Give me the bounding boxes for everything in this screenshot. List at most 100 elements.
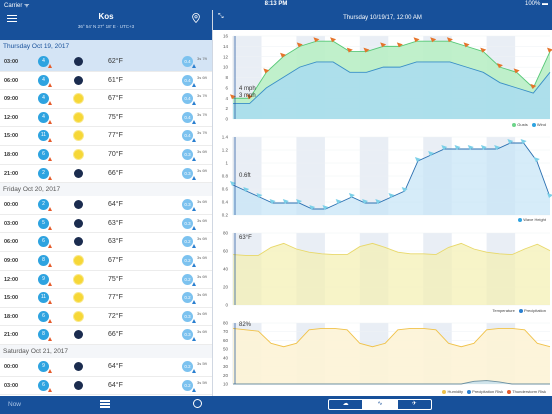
wind-speed-value: 6 <box>42 312 45 319</box>
sun-icon <box>74 255 83 265</box>
forecast-row[interactable]: 06:00 4 61°F 0.4 3s 6ft <box>0 71 212 91</box>
y-tick-label: 6 <box>225 85 228 90</box>
forecast-row[interactable]: 03:00 5 63°F 0.3 3s 6ft <box>0 214 212 234</box>
seg-compass-button[interactable]: ✈ <box>411 401 417 407</box>
direction-arrow <box>230 94 236 100</box>
y-tick-label: 0.8 <box>222 174 229 179</box>
wave-height-icon: 0.3 <box>182 148 196 161</box>
temperature-chart-svg: 80 60 40 20 0 63°F <box>223 231 551 308</box>
forecast-row[interactable]: 12:00 4 75°F 0.4 3s 7ft <box>0 108 212 128</box>
location-pin-icon[interactable] <box>192 13 200 23</box>
wave-period: 3s 5ft <box>197 379 207 385</box>
direction-arrow <box>296 42 303 48</box>
row-time: 12:00 <box>4 114 19 121</box>
forecast-row[interactable]: 06:00 6 63°F 0.2 3s 6ft <box>0 233 212 252</box>
wind-speed-value: 2 <box>42 201 45 208</box>
wave-height-value: 0.4 <box>184 133 191 139</box>
row-time: 06:00 <box>4 77 19 84</box>
wave-direction-icon <box>192 318 196 323</box>
series-line <box>232 327 551 348</box>
row-temperature: 77°F <box>108 132 123 140</box>
wave-direction-icon <box>192 119 196 124</box>
wave-height-icon: 0.4 <box>182 74 196 87</box>
battery-label: 100% ▬ <box>524 1 548 7</box>
row-temperature: 67°F <box>108 256 123 264</box>
direction-arrow <box>446 37 453 43</box>
wave-period: 3s 6ft <box>197 273 207 279</box>
direction-arrow <box>547 47 552 53</box>
wave-period: 3s 5ft <box>197 360 207 366</box>
forecast-row[interactable]: 00:00 2 64°F 0.3 3s 6ft <box>0 196 212 215</box>
series-line <box>233 380 550 385</box>
wave-height-icon: 0.4 <box>182 56 196 68</box>
series-line <box>233 40 551 99</box>
seg-weather-button[interactable]: ☁ <box>329 400 364 409</box>
wind-speed-value: 4 <box>42 58 45 64</box>
list-view-icon[interactable] <box>100 400 110 408</box>
wave-period: 3s 6ft <box>197 329 207 335</box>
wave-direction-icon <box>192 281 196 286</box>
forecast-row[interactable]: 15:00 11 77°F 0.4 3s 7ft <box>0 127 212 146</box>
sun-icon <box>74 311 83 321</box>
wind-speed-icon: 4 <box>38 56 52 68</box>
y-tick-label: 0 <box>225 303 228 308</box>
forecast-row[interactable]: 09:00 4 67°F 0.4 3s 7ft <box>0 90 212 109</box>
expand-icon[interactable]: ⤡ <box>218 13 224 20</box>
y-tick-label: 2 <box>225 106 228 111</box>
wave-direction-icon <box>192 262 196 267</box>
wave-height-value: 0.2 <box>184 295 191 301</box>
y-tick-label: 20 <box>223 373 229 378</box>
temperature-chart: 80 60 40 20 0 63°F Temperature Precipitation <box>213 227 552 317</box>
forecast-row[interactable]: 00:00 9 64°F 0.2 3s 5ft <box>0 357 212 377</box>
direction-arrow <box>230 181 236 186</box>
wave-height-value: 0.2 <box>184 239 191 245</box>
humidity-legend: Humidity Precipitation Risk Thunderstorm… <box>439 389 546 394</box>
wave-period: 3s 6ft <box>197 148 207 154</box>
bottom-toolbar: Now ☁ ∿ ✈ <box>0 396 552 414</box>
wave-direction-icon <box>192 244 196 249</box>
wind-direction-icon <box>48 82 52 87</box>
row-time: 00:00 <box>4 363 19 370</box>
moon-icon <box>74 200 83 210</box>
humidity-value-label: 82% <box>239 322 252 328</box>
wave-legend: Wave Height <box>515 217 546 222</box>
moon-icon <box>74 237 83 247</box>
seg-chart-button[interactable]: ∿ <box>363 400 398 409</box>
forecast-row[interactable]: 18:00 6 72°F 0.3 3s 6ft <box>0 307 212 327</box>
charts-panel: ⤡ Thursday 10/19/17, 12:00 AM 16 14 12 10 8 6… <box>213 10 552 396</box>
wind-speed-value: 8 <box>42 331 45 338</box>
y-tick-label: 1.2 <box>222 148 229 153</box>
wave-height-value: 0.3 <box>184 220 191 226</box>
y-tick-label: 12 <box>223 54 229 59</box>
y-tick-label: 40 <box>223 355 229 360</box>
forecast-row[interactable]: 03:00 4 62°F 0.4 3s 7ft <box>0 53 212 72</box>
direction-arrow <box>507 139 514 144</box>
forecast-row[interactable]: 15:00 11 77°F 0.2 3s 6ft <box>0 289 212 308</box>
wind-speed-value: 5 <box>42 219 45 226</box>
forecast-row[interactable]: 18:00 6 70°F 0.3 3s 6ft <box>0 145 212 165</box>
wind-direction-icon <box>48 138 52 143</box>
menu-icon[interactable] <box>7 15 17 23</box>
wave-direction-icon <box>192 138 196 143</box>
wave-height-value: 0.3 <box>184 332 191 338</box>
forecast-row[interactable]: 12:00 9 75°F 0.2 3s 6ft <box>0 270 212 290</box>
direction-arrow <box>309 205 316 210</box>
row-temperature: 77°F <box>108 294 123 302</box>
wind-direction-icon <box>48 156 52 161</box>
forecast-row[interactable]: 21:00 8 66°F 0.3 3s 6ft <box>0 326 212 345</box>
forecast-row[interactable]: 09:00 8 67°F 0.2 3s 6ft <box>0 251 212 271</box>
forecast-row[interactable]: 03:00 6 64°F 0.2 3s 5ft <box>0 376 212 396</box>
row-temperature: 63°F <box>108 238 123 246</box>
forecast-row[interactable]: 21:00 2 66°F 0.3 3s 6ft <box>0 164 212 184</box>
direction-arrow <box>513 68 520 74</box>
map-globe-icon[interactable] <box>193 399 202 408</box>
wind-speed-value: 4 <box>42 76 45 83</box>
wind-speed-icon: 11 <box>38 130 52 143</box>
y-tick-label: 40 <box>223 267 229 272</box>
now-button[interactable]: Now <box>8 401 22 408</box>
location-name: Kos <box>98 12 114 21</box>
wind-speed-icon: 9 <box>38 360 52 373</box>
row-temperature: 64°F <box>108 381 123 389</box>
